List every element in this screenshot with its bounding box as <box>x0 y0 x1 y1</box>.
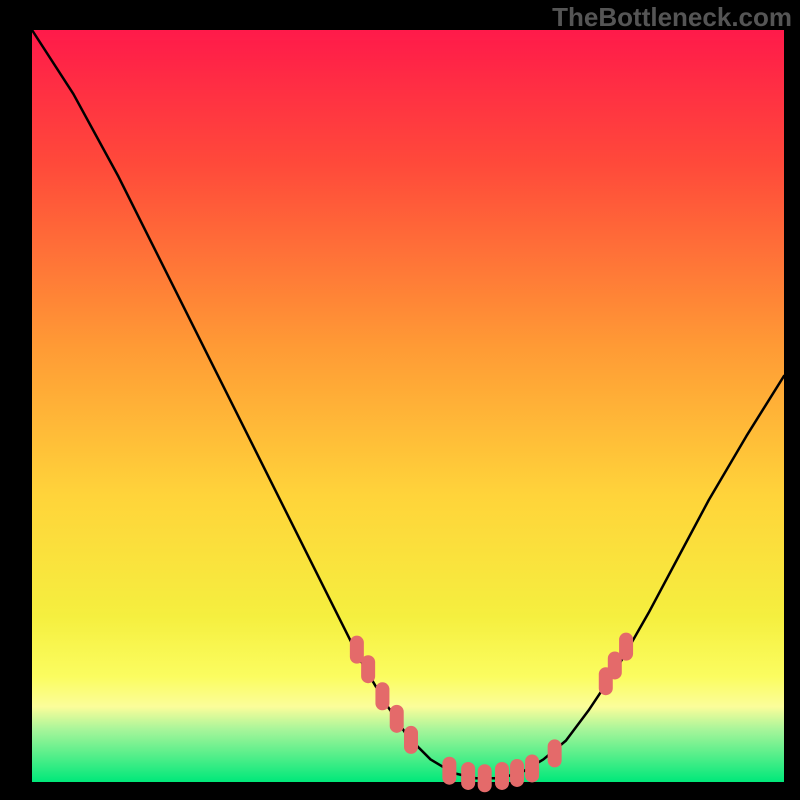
curve-marker <box>404 726 418 754</box>
curve-marker <box>442 757 456 785</box>
curve-marker <box>548 739 562 767</box>
watermark-text: TheBottleneck.com <box>552 2 792 33</box>
curve-marker <box>510 759 524 787</box>
curve-marker <box>525 754 539 782</box>
curve-marker <box>495 762 509 790</box>
curve-marker <box>619 633 633 661</box>
curve-marker <box>375 682 389 710</box>
bottleneck-curve-chart <box>0 0 800 800</box>
plot-area <box>32 30 784 782</box>
chart-container: TheBottleneck.com <box>0 0 800 800</box>
curve-marker <box>461 762 475 790</box>
curve-marker <box>390 705 404 733</box>
curve-marker <box>478 764 492 792</box>
curve-marker <box>361 655 375 683</box>
